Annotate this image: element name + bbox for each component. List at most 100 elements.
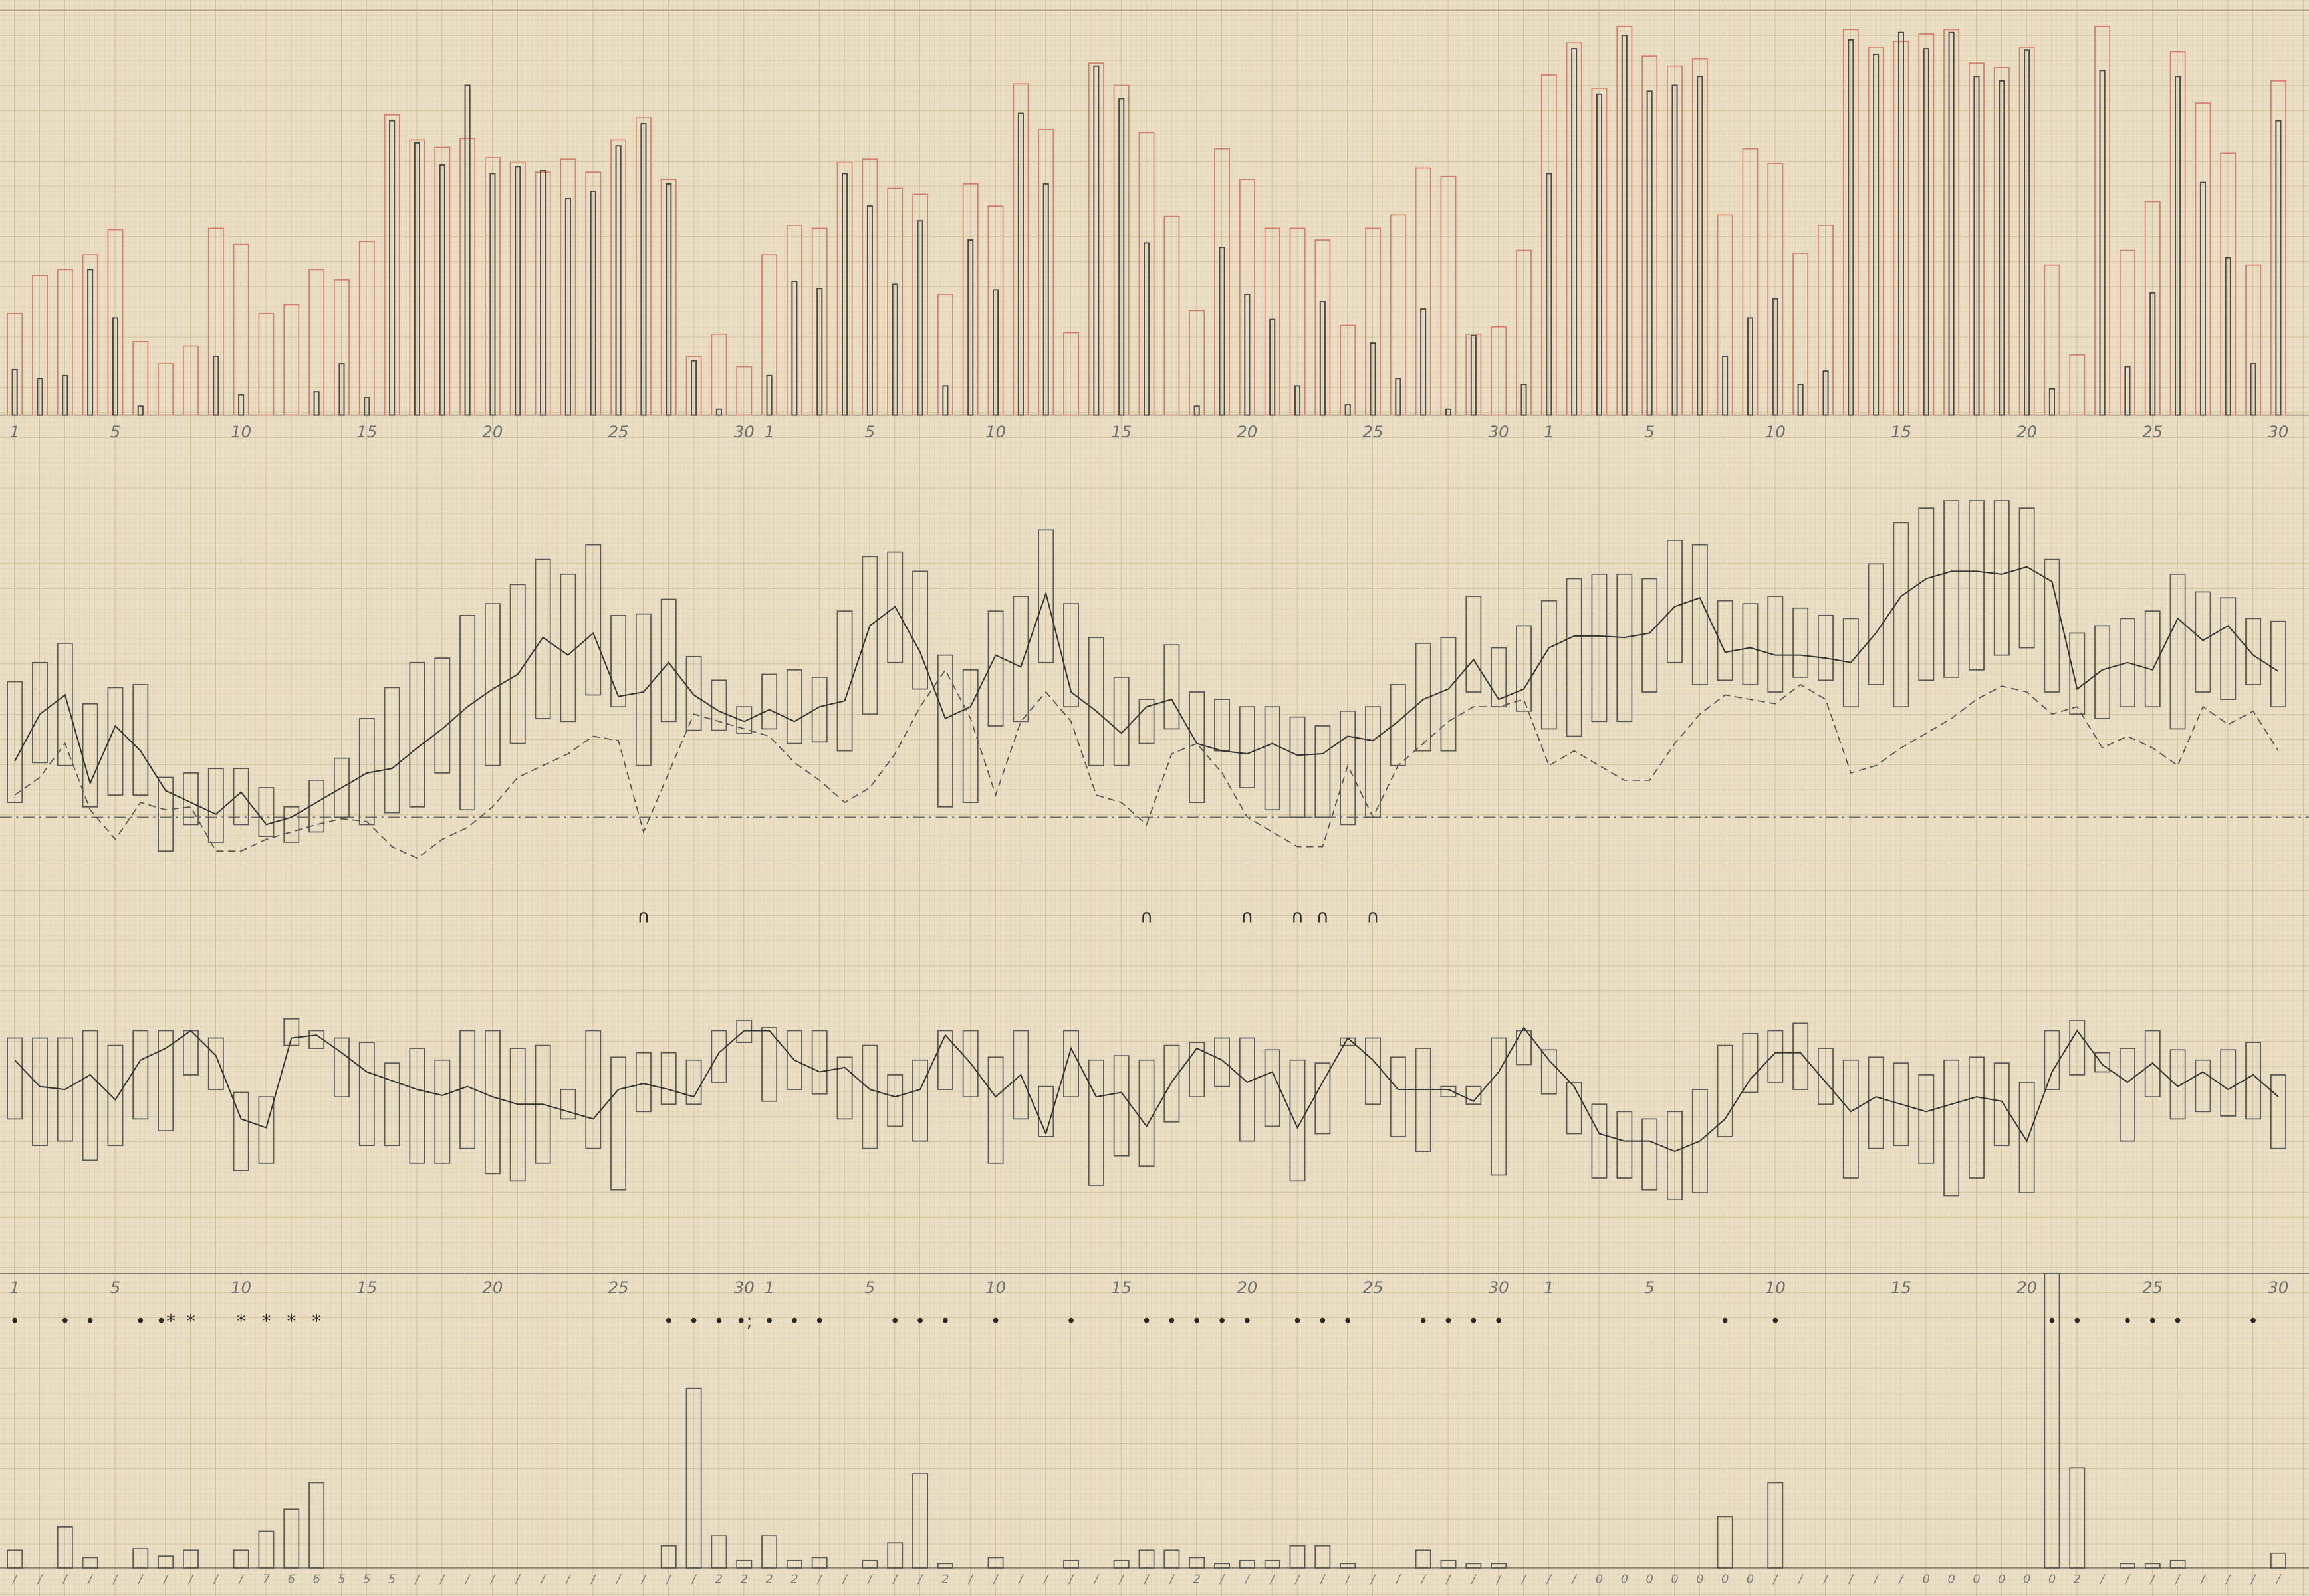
- code-label: 0: [1621, 1573, 1628, 1587]
- bar: [892, 283, 898, 416]
- range-bar: [761, 673, 778, 730]
- bar: [967, 239, 974, 416]
- x-tick-label: 15: [1111, 1278, 1132, 1297]
- bar: [2048, 388, 2055, 416]
- code-label: /: [1873, 1573, 1880, 1587]
- range-bar: [711, 1030, 727, 1083]
- range-bar: [233, 768, 249, 826]
- range-bar: [1239, 706, 1255, 788]
- range-bar: [912, 570, 929, 690]
- weather-symbol: •: [764, 1311, 775, 1332]
- weather-symbol: •: [2072, 1311, 2082, 1332]
- range-bar: [610, 614, 627, 708]
- range-bar: [1163, 1044, 1180, 1123]
- weather-symbol: •;: [736, 1311, 753, 1332]
- code-label: 0: [1947, 1573, 1955, 1587]
- bar: [866, 205, 873, 416]
- x-tick-label: 25: [2142, 1278, 2163, 1297]
- code-label: /: [515, 1573, 521, 1587]
- bar: [1697, 76, 1703, 416]
- range-bar: [685, 655, 702, 731]
- weather-symbol: •: [1142, 1311, 1152, 1332]
- weather-symbol: •: [1720, 1311, 1731, 1332]
- bar: [942, 385, 949, 416]
- range-bar: [107, 1044, 124, 1147]
- range-bar: [685, 1059, 702, 1105]
- range-bar: [2270, 620, 2286, 708]
- range-bar: [409, 1048, 425, 1164]
- range-bar: [2144, 1030, 2161, 1098]
- range-bar: [560, 1089, 576, 1120]
- bar: [2250, 363, 2256, 416]
- range-bar: [1818, 614, 1834, 681]
- bar: [1848, 39, 1854, 416]
- bar: [414, 142, 420, 416]
- range-bar: [333, 1037, 350, 1098]
- bar: [2199, 181, 2206, 416]
- range-bar: [1264, 706, 1280, 811]
- range-bar: [1792, 607, 1809, 678]
- code-label: /: [1797, 1573, 1804, 1587]
- range-bar: [1993, 500, 2010, 656]
- code-label: 6: [312, 1573, 320, 1587]
- range-bar: [987, 1056, 1004, 1164]
- code-label: /: [2225, 1573, 2231, 1587]
- range-bar: [1415, 643, 1431, 752]
- weather-symbol: *: [262, 1311, 271, 1332]
- code-label: /: [162, 1573, 169, 1587]
- code-label: /: [666, 1573, 672, 1587]
- x-tick-label: 25: [608, 422, 629, 441]
- range-bar: [987, 610, 1004, 727]
- bar: [439, 164, 445, 416]
- bar: [1646, 90, 1653, 416]
- range-bar: [1968, 1056, 1985, 1179]
- x-tick-label: 1: [764, 1278, 775, 1297]
- range-bar: [1415, 1048, 1431, 1152]
- bar: [1420, 308, 1427, 416]
- code-label: 2: [2074, 1573, 2081, 1587]
- code-label: /: [1822, 1573, 1829, 1587]
- bar: [786, 1559, 802, 1569]
- x-tick-label: 10: [1765, 1278, 1786, 1297]
- range-bar: [2220, 1049, 2237, 1117]
- range-bar: [434, 1059, 451, 1164]
- bar: [258, 1530, 275, 1569]
- weather-symbol: •: [2248, 1311, 2258, 1332]
- range-bar: [283, 1018, 300, 1046]
- code-label: 0: [1671, 1573, 1678, 1587]
- code-label: 0: [1973, 1573, 1980, 1587]
- range-bar: [1993, 1062, 2010, 1147]
- range-bar: [1968, 500, 1985, 671]
- weather-symbol: ∩: [1241, 906, 1253, 927]
- x-tick-label: 20: [2016, 1278, 2037, 1297]
- range-bar: [836, 610, 853, 752]
- weather-symbol: •: [689, 1311, 699, 1332]
- range-bar: [2094, 1052, 2111, 1073]
- code-label: /: [892, 1573, 898, 1587]
- range-bar: [2119, 1048, 2135, 1142]
- bar: [2099, 70, 2106, 416]
- code-label: 5: [388, 1573, 396, 1587]
- bar: [1319, 301, 1326, 416]
- x-tick-label: 1: [9, 1278, 20, 1297]
- bar: [1118, 98, 1125, 416]
- range-bar: [1717, 1044, 1733, 1137]
- code-label: /: [1244, 1573, 1251, 1587]
- range-bar: [158, 1030, 174, 1131]
- range-bar: [535, 558, 551, 719]
- bar: [1797, 384, 1804, 416]
- code-label: /: [1897, 1573, 1904, 1587]
- bar: [2024, 49, 2030, 416]
- bar: [283, 1508, 300, 1569]
- bar: [715, 408, 722, 416]
- range-bar: [233, 1091, 249, 1171]
- weather-symbol: •: [714, 1311, 725, 1332]
- range-bar: [207, 768, 224, 843]
- range-bar: [132, 684, 149, 796]
- code-label: 6: [288, 1573, 295, 1587]
- range-bar: [1641, 1118, 1658, 1191]
- range-bar: [1440, 637, 1457, 752]
- x-tick-label: 10: [1765, 422, 1786, 441]
- weather-symbol: •: [1318, 1311, 1328, 1332]
- code-label: /: [2124, 1573, 2131, 1587]
